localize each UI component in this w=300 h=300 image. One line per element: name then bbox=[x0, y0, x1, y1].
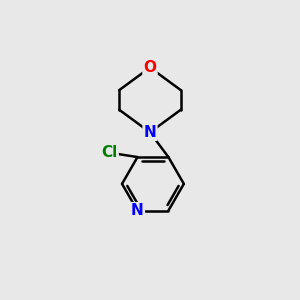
Text: Cl: Cl bbox=[101, 145, 118, 160]
Text: O: O bbox=[143, 60, 157, 75]
Text: N: N bbox=[131, 203, 144, 218]
Text: N: N bbox=[144, 125, 156, 140]
